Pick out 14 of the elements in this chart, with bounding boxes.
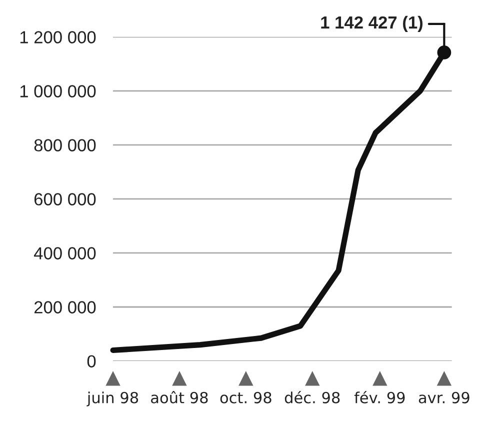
y-tick-label: 0 bbox=[87, 355, 96, 368]
x-tick-label: juin 98 bbox=[86, 392, 138, 406]
x-tick-label: déc. 98 bbox=[284, 390, 340, 404]
y-tick-label: 200 000 bbox=[34, 301, 96, 314]
annotation: 1 142 427 (1) bbox=[321, 16, 422, 32]
x-tick-label: avr. 99 bbox=[418, 392, 470, 404]
x-tick-label: août 98 bbox=[151, 390, 208, 404]
y-tick-label: 1 200 000 bbox=[20, 31, 96, 44]
y-tick-label: 400 000 bbox=[34, 247, 96, 260]
x-tick-label: oct. 98 bbox=[220, 392, 272, 404]
y-tick-label: 600 000 bbox=[34, 193, 96, 206]
y-tick-label: 1 000 000 bbox=[20, 85, 96, 98]
x-tick-label: fév. 99 bbox=[354, 390, 405, 404]
y-tick-label: 800 000 bbox=[34, 139, 96, 152]
